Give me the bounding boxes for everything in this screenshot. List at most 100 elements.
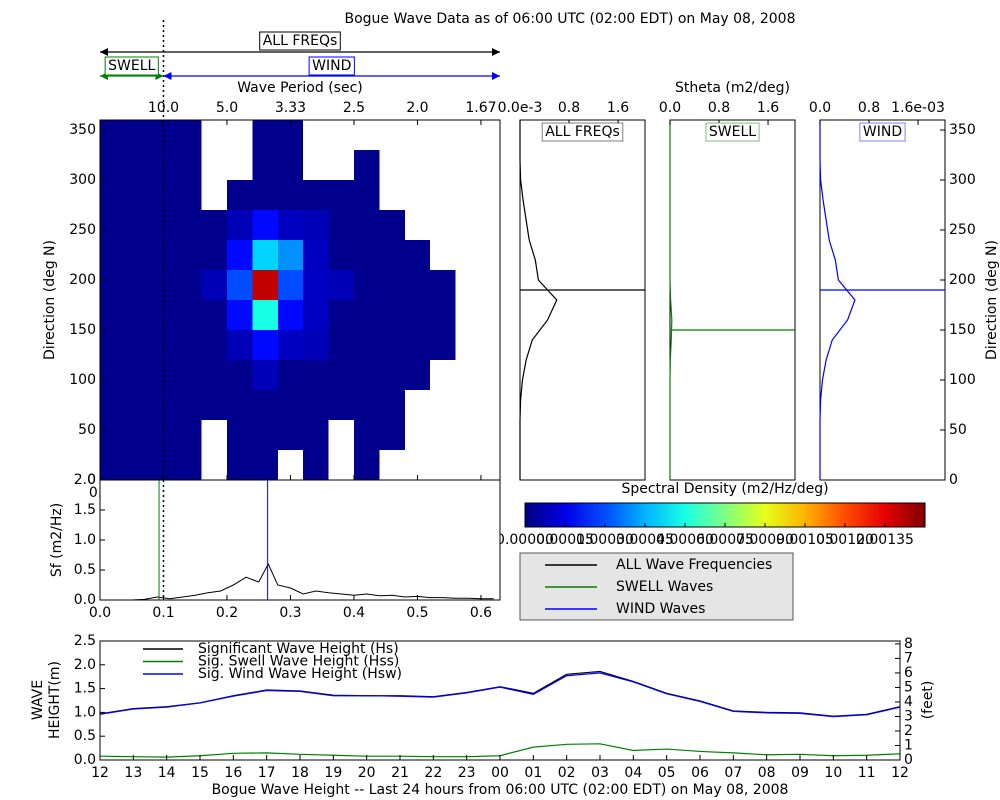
heatmap-cell <box>125 420 151 450</box>
heatmap-cell <box>379 360 405 390</box>
y-tick-label: 350 <box>949 122 976 138</box>
heatmap-cell <box>125 180 151 210</box>
colorbar-tick-label: 0.00105 <box>776 532 834 548</box>
x-tick-label: 0.5 <box>406 605 428 621</box>
heatmap-cell <box>353 450 380 480</box>
heatmap-cell <box>303 300 329 330</box>
heatmap-cell <box>353 330 380 360</box>
x-tick-label: 08 <box>758 765 776 781</box>
heatmap-cell <box>328 240 354 270</box>
heatmap-cell <box>277 180 304 210</box>
heatmap-cell <box>176 450 202 480</box>
y-tick-label: 150 <box>949 322 976 338</box>
x-tick-label: 19 <box>324 765 342 781</box>
heatmap-cell <box>100 120 126 150</box>
y-tick-label: 50 <box>78 422 96 438</box>
x-tick-label: 21 <box>391 765 409 781</box>
panel-label: SWELL <box>709 124 756 140</box>
heatmap-cell <box>201 270 227 300</box>
heatmap-cell <box>201 300 227 330</box>
heatmap-cell <box>303 420 329 450</box>
annotation-box <box>104 56 159 76</box>
heatmap-cell <box>277 300 304 330</box>
top-tick-label: 2.0 <box>406 100 428 116</box>
x-tick-label: 16 <box>224 765 242 781</box>
heatmap-cell <box>100 300 126 330</box>
colorbar-tick-label: 0.00120 <box>816 532 874 548</box>
axes-frame <box>669 119 796 481</box>
x-tick-label: 03 <box>591 765 609 781</box>
heatmap-cell <box>176 210 202 240</box>
legend-label: Sig. Wind Wave Height (Hsw) <box>198 666 402 682</box>
x-tick-label: 0.6 <box>470 605 492 621</box>
y-tick-label: 2.0 <box>74 472 96 488</box>
heatmap-cell <box>277 390 304 420</box>
axes-frame <box>819 119 946 481</box>
heatmap-cell <box>379 240 405 270</box>
y-tick-label: 200 <box>949 272 976 288</box>
x-tick-label: 13 <box>124 765 142 781</box>
colorbar-tick-label: 0.00015 <box>536 532 594 548</box>
x-tick-label: 12 <box>891 765 909 781</box>
heatmap-cell <box>303 450 329 480</box>
heatmap-cell <box>353 420 380 450</box>
heatmap-cell <box>379 270 405 300</box>
heatmap-cell <box>303 240 329 270</box>
profile-line <box>519 120 558 480</box>
heatmap-cell <box>176 420 202 450</box>
x-tick-label: 00 <box>491 765 509 781</box>
x-tick-label: 02 <box>558 765 576 781</box>
heatmap-cell <box>125 210 151 240</box>
heatmap-cell <box>176 240 202 270</box>
y-tick-label: 100 <box>949 372 976 388</box>
y-tick-label: 1.5 <box>74 502 96 518</box>
top-tick-label: 3.33 <box>275 100 306 116</box>
y-tick-label: 0.0 <box>74 592 96 608</box>
y-axis-label: Sf (m2/Hz) <box>49 503 65 577</box>
x-tick-label: 0.8 <box>558 100 580 116</box>
x-tick-label: 20 <box>358 765 376 781</box>
annotation-box <box>259 31 341 51</box>
heatmap-cell <box>430 300 456 330</box>
heatmap-cell <box>328 330 354 360</box>
y-tick-label: 250 <box>69 222 96 238</box>
heatmap-cell <box>379 420 405 450</box>
heatmap-cell <box>379 300 405 330</box>
heatmap-cell <box>252 450 278 480</box>
heatmap-cell <box>277 330 304 360</box>
colorbar-tick-label: 0.00000 <box>496 532 554 548</box>
x-tick-label: 22 <box>424 765 442 781</box>
heatmap-cell <box>176 120 202 150</box>
colorbar-tick-label: 0.00090 <box>736 532 794 548</box>
heatmap-cell <box>277 240 304 270</box>
x-tick-label: 01 <box>524 765 542 781</box>
heatmap-cell <box>176 330 202 360</box>
x-tick-label: 0.8 <box>708 100 730 116</box>
heatmap-cell <box>353 180 380 210</box>
heatmap-cell <box>125 150 151 180</box>
heatmap-cell <box>226 210 253 240</box>
heatmap-cell <box>328 270 354 300</box>
x-tick-label: 1.6e-03 <box>891 100 945 116</box>
x-tick-label: 11 <box>858 765 876 781</box>
colorbar-label: Spectral Density (m2/Hz/deg) <box>621 481 828 497</box>
heatmap-cell <box>100 330 126 360</box>
heatmap-cell <box>100 210 126 240</box>
heatmap-cell <box>176 150 202 180</box>
heatmap-cell <box>353 150 380 180</box>
y-tick-label: 50 <box>949 422 967 438</box>
heatmap-cell <box>201 330 227 360</box>
x-tick-label: 07 <box>724 765 742 781</box>
colorbar-tick-label: 0.00135 <box>856 532 914 548</box>
x-tick-label: 18 <box>291 765 309 781</box>
y-axis-label: Direction (deg N) <box>42 240 58 360</box>
spectrum-line <box>119 562 494 601</box>
y2-tick-label: 8 <box>904 636 913 652</box>
heatmap-cell <box>125 120 151 150</box>
heatmap-cell <box>252 330 278 360</box>
heatmap-cell <box>379 210 405 240</box>
y2-tick-label: 2 <box>904 723 913 739</box>
heatmap-cell <box>201 360 227 390</box>
y-tick-label: 1.0 <box>74 704 96 720</box>
